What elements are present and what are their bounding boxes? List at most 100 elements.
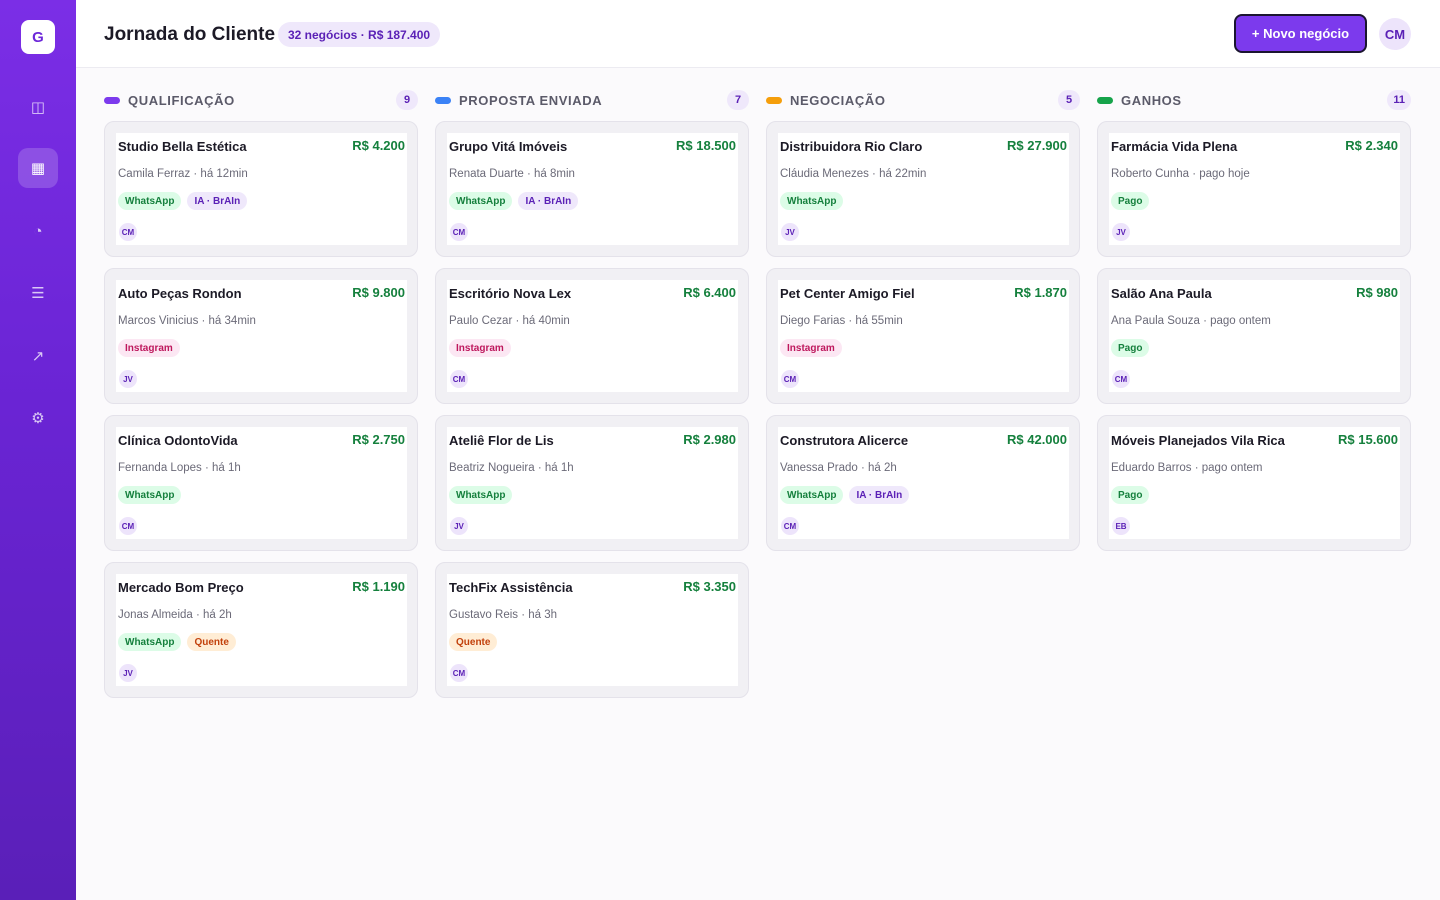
deal-tags: Pago [1111,486,1150,504]
owner-avatar: CM [781,517,799,535]
deal-name: Clínica OdontoVida [118,433,238,448]
pipeline-summary-badge: 32 negócios · R$ 187.400 [278,22,441,47]
deal-card-body: Móveis Planejados Vila Rica R$ 15.600 Edua… [1109,427,1400,539]
deal-contact-meta: Jonas Almeida · há 2h [118,609,232,621]
deal-tags: WhatsApp [780,192,844,210]
deal-name: Farmácia Vida Plena [1111,139,1238,154]
deal-card-body: Mercado Bom Preço R$ 1.190 Jonas Almeida ·… [116,574,407,686]
sidebar-item-list[interactable]: ☰ [18,273,58,313]
deal-contact-meta: Paulo Cezar · há 40min [449,315,570,327]
new-deal-button[interactable]: + Novo negócio [1234,14,1367,53]
deal-value: R$ 6.400 [683,285,736,300]
deal-card[interactable]: Auto Peças Rondon R$ 9.800 Marcos Vinicius… [104,268,418,404]
deal-card-body: Auto Peças Rondon R$ 9.800 Marcos Vinicius… [116,280,407,392]
kanban-icon: ▦ [30,160,46,177]
sidebar-item-trend[interactable]: ↗ [18,336,58,376]
deal-tags: Pago [1111,339,1150,357]
owner-avatar: CM [781,370,799,388]
sidebar-item-kanban[interactable]: ▦ [18,148,58,188]
map-icon: ◫ [30,99,46,116]
column-count-badge: 7 [727,90,749,110]
stage-color-marker [104,96,120,104]
deal-name: TechFix Assistência [449,580,573,595]
deal-card[interactable]: Construtora Alicerce R$ 42.000 Vanessa Pra… [766,415,1080,551]
list-icon: ☰ [31,285,45,302]
deal-card[interactable]: Farmácia Vida Plena R$ 2.340 Roberto Cunha… [1097,121,1411,257]
sidebar-item-map[interactable]: ◫ [18,87,58,127]
page-title: Jornada do Cliente [104,24,276,45]
tag-ia: IA · BrAIn [849,486,910,504]
tag-whatsapp: WhatsApp [780,486,844,504]
owner-avatar: CM [450,370,468,388]
deal-tags: WhatsApp [118,486,182,504]
deal-tags: Instagram [118,339,180,357]
deal-card[interactable]: TechFix Assistência R$ 3.350 Gustavo Reis … [435,562,749,698]
deal-card[interactable]: Salão Ana Paula R$ 980 Ana Paula Souza · p… [1097,268,1411,404]
deal-card-body: Clínica OdontoVida R$ 2.750 Fernanda Lopes… [116,427,407,539]
sidebar-item-settings[interactable]: ⚙ [18,398,58,438]
column-header: QUALIFICAÇÃO 9 [104,88,418,112]
tag-ia: IA · BrAIn [518,192,579,210]
deal-card[interactable]: Pet Center Amigo Fiel R$ 1.870 Diego Faria… [766,268,1080,404]
deal-card[interactable]: Ateliê Flor de Lis R$ 2.980 Beatriz Noguei… [435,415,749,551]
deal-name: Salão Ana Paula [1111,286,1212,301]
deal-contact-meta: Gustavo Reis · há 3h [449,609,558,621]
owner-avatar: JV [781,223,799,241]
tag-whatsapp: WhatsApp [780,192,844,210]
owner-avatar: JV [1112,223,1130,241]
deal-tags: WhatsApp [449,486,513,504]
stage-color-marker [766,96,782,104]
tag-pago: Pago [1111,192,1150,210]
deal-value: R$ 4.200 [352,138,405,153]
column-header: NEGOCIAÇÃO 5 [766,88,1080,112]
deal-tags: WhatsApp Quente [118,633,236,651]
deal-card[interactable]: Studio Bella Estética R$ 4.200 Camila Ferr… [104,121,418,257]
deal-contact-meta: Beatriz Nogueira · há 1h [449,462,574,474]
deal-card-body: Pet Center Amigo Fiel R$ 1.870 Diego Faria… [778,280,1069,392]
tag-quente: Quente [449,633,498,651]
stage-color-marker [435,96,451,104]
deal-contact-meta: Eduardo Barros · pago ontem [1111,462,1263,474]
column-header: GANHOS 11 [1097,88,1411,112]
deal-contact-meta: Renata Duarte · há 8min [449,168,575,180]
deal-card-body: Distribuidora Rio Claro R$ 27.900 Cláudia … [778,133,1069,245]
owner-avatar: CM [450,664,468,682]
deal-value: R$ 1.870 [1014,285,1067,300]
kanban-board: QUALIFICAÇÃO 9 Studio Bella Estética R$ 4.2… [104,88,1411,709]
deal-card[interactable]: Grupo Vitá Imóveis R$ 18.500 Renata Duarte… [435,121,749,257]
deal-card-body: Escritório Nova Lex R$ 6.400 Paulo Cezar ·… [447,280,738,392]
deal-name: Auto Peças Rondon [118,286,242,301]
deal-contact-meta: Camila Ferraz · há 12min [118,168,248,180]
tag-pago: Pago [1111,486,1150,504]
pipeline-column: GANHOS 11 Farmácia Vida Plena R$ 2.340 Rober… [1097,88,1411,709]
tag-whatsapp: WhatsApp [118,633,182,651]
tag-instagram: Instagram [449,339,511,357]
deal-name: Grupo Vitá Imóveis [449,139,568,154]
chart-icon: ◔ [33,222,43,240]
deal-value: R$ 980 [1356,285,1398,300]
sidebar: G ◫ ▦ ◔ ☰ ↗ ⚙ [0,0,76,900]
app-logo[interactable]: G [21,20,55,54]
owner-avatar: CM [119,517,137,535]
sidebar-item-chart[interactable]: ◔ [18,211,58,251]
column-count-badge: 9 [396,90,418,110]
deal-card-body: Salão Ana Paula R$ 980 Ana Paula Souza · p… [1109,280,1400,392]
deal-card[interactable]: Escritório Nova Lex R$ 6.400 Paulo Cezar ·… [435,268,749,404]
deal-card-body: Grupo Vitá Imóveis R$ 18.500 Renata Duarte… [447,133,738,245]
deal-value: R$ 1.190 [352,579,405,594]
deal-name: Móveis Planejados Vila Rica [1111,433,1285,448]
deal-card[interactable]: Clínica OdontoVida R$ 2.750 Fernanda Lopes… [104,415,418,551]
deal-card[interactable]: Distribuidora Rio Claro R$ 27.900 Cláudia … [766,121,1080,257]
owner-avatar: JV [450,517,468,535]
pipeline-column: QUALIFICAÇÃO 9 Studio Bella Estética R$ 4.2… [104,88,418,709]
deal-value: R$ 27.900 [1007,138,1067,153]
pipeline-column: NEGOCIAÇÃO 5 Distribuidora Rio Claro R$ 27.… [766,88,1080,709]
column-title: GANHOS [1121,92,1182,108]
column-header: PROPOSTA ENVIADA 7 [435,88,749,112]
deal-card[interactable]: Móveis Planejados Vila Rica R$ 15.600 Edua… [1097,415,1411,551]
owner-avatar: CM [1112,370,1130,388]
deal-card[interactable]: Mercado Bom Preço R$ 1.190 Jonas Almeida ·… [104,562,418,698]
owner-avatar: JV [119,370,137,388]
owner-avatar: JV [119,664,137,682]
user-avatar[interactable]: CM [1379,18,1411,50]
